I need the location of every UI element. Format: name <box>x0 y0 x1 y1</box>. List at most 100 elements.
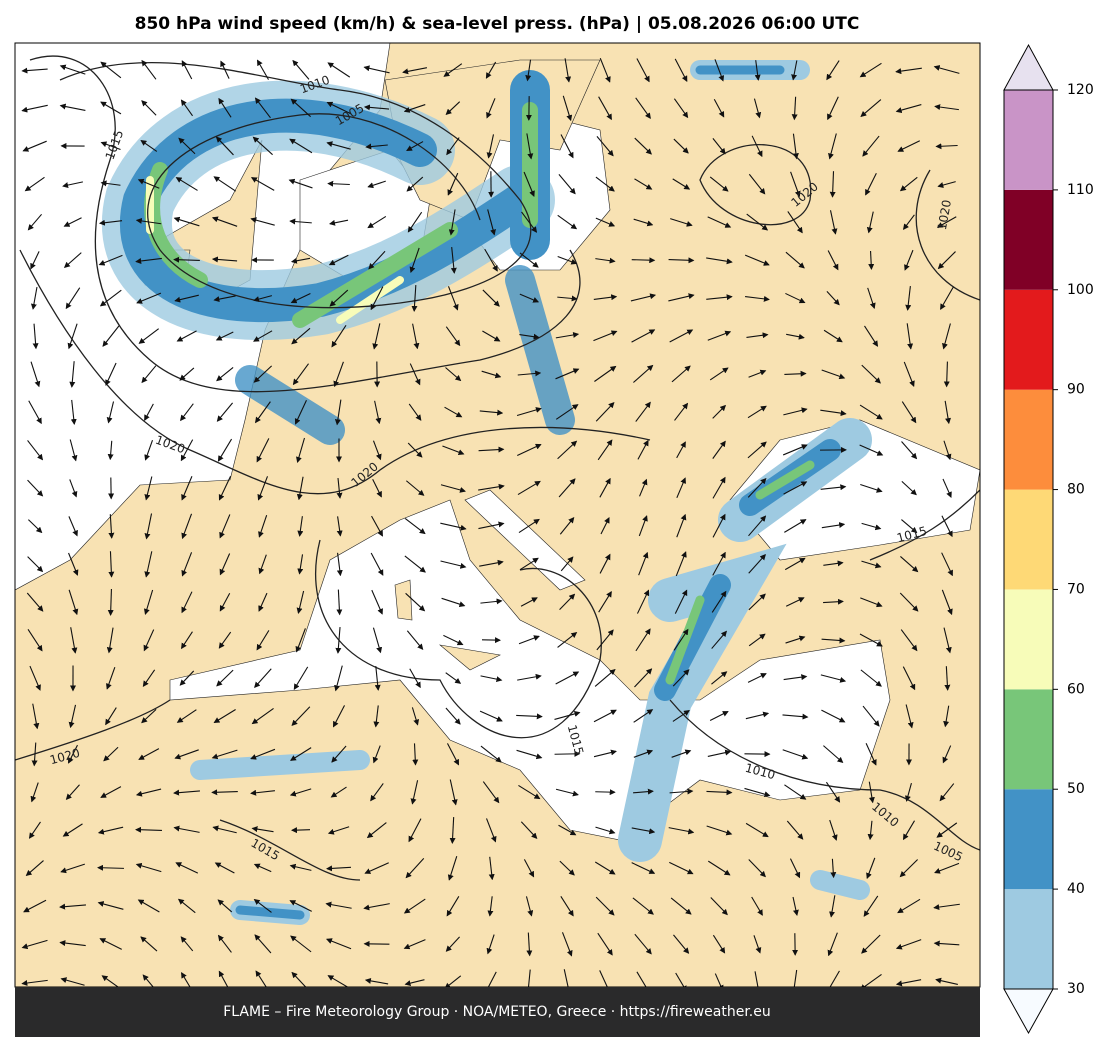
wind-arrow <box>595 826 616 835</box>
wind-arrow <box>140 139 158 152</box>
wind-arrow <box>673 98 689 119</box>
colorbar-under <box>1003 988 1054 1035</box>
wind-arrow <box>593 294 618 301</box>
wind-arrow <box>782 444 808 456</box>
wind-arrow <box>100 101 122 115</box>
wind-arrow <box>405 858 425 879</box>
wind-arrow <box>675 972 687 987</box>
wind-arrow <box>30 782 39 803</box>
wind-arrow <box>598 96 612 121</box>
wind-arrow <box>103 746 119 762</box>
wind-arrow <box>598 590 612 613</box>
wind-arrow <box>370 552 384 576</box>
wind-arrow <box>630 293 657 302</box>
wind-arrow <box>676 513 687 538</box>
wind-arrow <box>782 749 809 760</box>
wind-arrow <box>211 216 238 227</box>
wind-arrow <box>446 137 460 156</box>
wind-arrow <box>903 361 915 388</box>
wind-arrow <box>411 285 418 312</box>
wind-arrow <box>59 103 86 111</box>
wind-arrow <box>669 329 694 343</box>
title: 850 hPa wind speed (km/h) & sea-level pr… <box>135 14 860 34</box>
wind-arrow <box>827 932 838 957</box>
wind-arrow <box>292 59 310 80</box>
wind-arrow <box>59 903 86 910</box>
wind-arrow <box>746 213 769 231</box>
wind-arrow <box>137 899 160 913</box>
wind-arrow <box>250 177 275 191</box>
wind-arrow <box>100 61 122 79</box>
wind-arrow <box>820 674 847 683</box>
wind-arrow <box>135 862 162 873</box>
wind-arrow <box>633 218 654 227</box>
wind-arrow <box>478 521 505 530</box>
wind-arrow <box>595 257 616 264</box>
wind-arrow <box>412 743 419 766</box>
wind-arrow <box>827 250 839 271</box>
wind-arrow <box>447 855 458 881</box>
wind-arrow <box>744 787 771 798</box>
wind-arrow <box>935 977 958 985</box>
wind-arrow <box>747 673 767 683</box>
wind-arrow <box>825 781 841 803</box>
wind-arrow <box>326 865 352 872</box>
wind-arrow <box>212 825 237 834</box>
wind-arrow <box>555 671 580 685</box>
colorbar-over <box>1003 43 1054 91</box>
wind-arrow <box>443 63 463 77</box>
wind-arrow <box>823 560 844 567</box>
wind-arrow <box>519 252 539 268</box>
wind-arrow <box>521 211 538 233</box>
wind-arrow <box>596 136 614 157</box>
wind-arrow <box>942 478 952 499</box>
wind-arrow <box>216 669 234 687</box>
wind-arrow <box>901 519 918 534</box>
wind-arrow <box>943 705 950 728</box>
wind-arrow <box>179 670 195 686</box>
wind-arrow <box>865 742 877 766</box>
wind-arrow <box>70 399 77 426</box>
wind-arrow <box>327 975 349 987</box>
wind-arrow <box>404 979 425 987</box>
wind-arrow <box>250 748 276 760</box>
wind-arrow <box>933 940 960 947</box>
wind-arrow <box>520 597 538 607</box>
wind-arrow <box>254 934 272 954</box>
wind-arrow <box>792 133 799 160</box>
wind-arrow <box>707 216 732 228</box>
wind-arrow <box>63 217 82 227</box>
wind-arrow <box>785 635 806 644</box>
wind-arrow <box>823 745 844 764</box>
wind-arrow <box>59 940 86 947</box>
wind-arrow <box>289 788 312 797</box>
wind-arrow <box>97 864 124 871</box>
wind-arrow <box>944 666 951 691</box>
wind-arrow <box>364 862 389 874</box>
wind-arrow <box>934 862 960 874</box>
wind-arrow <box>62 181 84 189</box>
wind-arrow <box>862 705 880 727</box>
wind-arrow <box>821 709 846 723</box>
wind-arrow <box>60 863 85 874</box>
wind-arrow <box>634 137 652 155</box>
wind-arrow <box>329 219 349 226</box>
wind-arrow <box>562 95 573 122</box>
wind-arrow <box>218 97 232 118</box>
wind-arrow <box>365 143 388 150</box>
wind-arrow <box>372 323 381 350</box>
colorbar-tick-label: 90 <box>1067 382 1085 398</box>
wind-arrow <box>748 593 766 611</box>
wind-arrow <box>860 99 882 118</box>
wind-arrow <box>449 817 456 844</box>
wind-arrow <box>519 333 540 340</box>
wind-arrow <box>707 330 732 341</box>
wind-arrow <box>563 969 569 987</box>
wind-arrow <box>449 779 458 806</box>
wind-arrow <box>714 973 724 987</box>
wind-arrow <box>899 592 919 612</box>
colorbar-bin <box>1004 189 1053 290</box>
wind-arrow <box>136 292 162 304</box>
wind-arrow <box>561 932 573 957</box>
